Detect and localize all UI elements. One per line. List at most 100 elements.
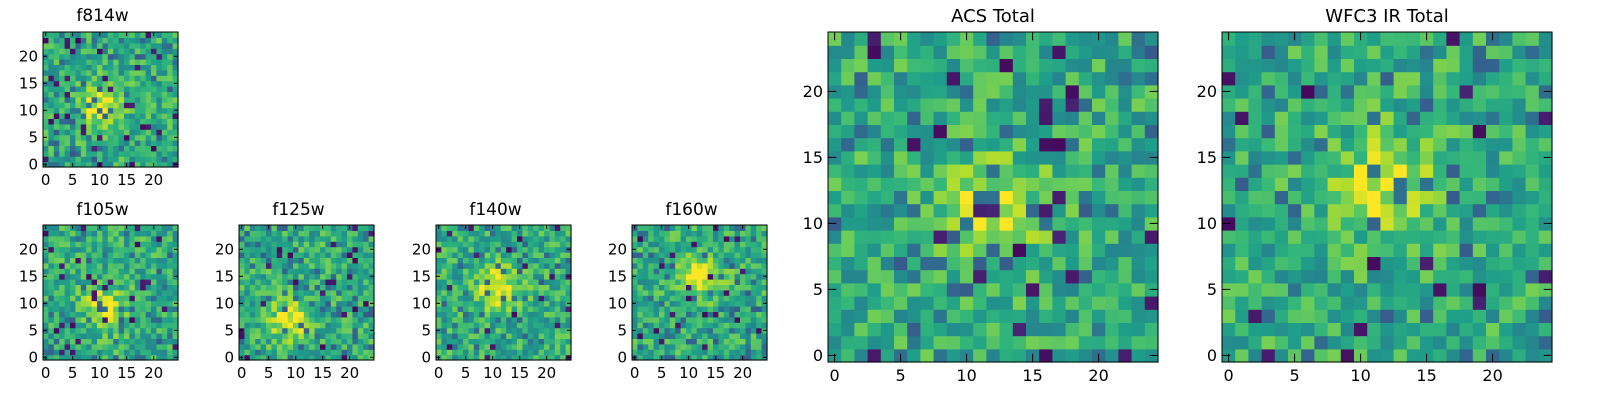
heatmap-cell — [734, 354, 741, 361]
heatmap-cell — [1499, 45, 1513, 59]
heatmap-cell — [260, 273, 267, 280]
heatmap-cell — [161, 235, 168, 242]
heatmap-cell — [960, 137, 974, 152]
heatmap-cell — [1039, 164, 1053, 178]
heatmap-cell — [675, 300, 682, 307]
heatmap-cell — [1222, 230, 1236, 244]
heatmap-cell — [293, 241, 299, 248]
heatmap-cell — [347, 311, 353, 318]
heatmap-cell — [53, 59, 60, 65]
heatmap-cell — [97, 156, 103, 163]
heatmap-cell — [97, 48, 103, 55]
heatmap-cell — [1248, 190, 1263, 205]
heatmap-cell — [1420, 203, 1434, 218]
heatmap-cell — [1525, 230, 1540, 244]
heatmap-cell — [336, 349, 343, 356]
heatmap-cell — [161, 262, 168, 269]
heatmap-cell — [946, 58, 961, 73]
heatmap-cell — [64, 75, 71, 82]
heatmap-cell — [880, 71, 895, 86]
heatmap-cell — [500, 316, 507, 323]
heatmap-cell — [48, 230, 55, 237]
heatmap-cell — [867, 45, 882, 59]
heatmap-cell — [686, 316, 692, 323]
heatmap-cell — [53, 53, 60, 60]
heatmap-cell — [352, 343, 359, 350]
heatmap-cell — [1512, 177, 1527, 191]
heatmap-cell — [167, 327, 174, 334]
heatmap-cell — [740, 230, 746, 237]
heatmap-cell — [357, 349, 364, 356]
heatmap-cell — [1472, 348, 1487, 363]
heatmap-cell — [894, 150, 908, 165]
heatmap-cell — [702, 333, 709, 339]
heatmap-cell — [452, 252, 459, 258]
heatmap-cell — [642, 268, 649, 275]
heatmap-cell — [506, 338, 513, 345]
heatmap-cell — [484, 230, 491, 237]
heatmap-cell — [1446, 84, 1461, 99]
heatmap-cell — [368, 343, 375, 350]
heatmap-cell — [249, 295, 256, 302]
heatmap-cell — [75, 107, 82, 114]
heatmap-cell — [293, 257, 299, 264]
heatmap-cell — [357, 311, 364, 318]
heatmap-cell — [637, 225, 644, 231]
heatmap-cell — [156, 327, 163, 334]
heatmap-cell — [675, 268, 682, 275]
heatmap-cell — [637, 322, 644, 329]
heatmap-cell — [894, 71, 908, 86]
heatmap-cell — [664, 241, 671, 248]
heatmap-cell — [696, 295, 703, 302]
heatmap-cell — [522, 235, 529, 242]
heatmap-cell — [363, 338, 370, 345]
heatmap-cell — [718, 333, 725, 339]
heatmap-cell — [91, 80, 98, 87]
heatmap-cell — [517, 252, 523, 258]
heatmap-cell — [680, 225, 687, 231]
heatmap-cell — [140, 322, 147, 329]
heatmap-cell — [249, 284, 256, 291]
heatmap-cell — [314, 349, 321, 356]
heatmap-cell — [287, 327, 294, 334]
heatmap-cell — [167, 161, 174, 168]
heatmap-cell — [745, 225, 752, 231]
heatmap-cell — [59, 257, 66, 264]
heatmap-cell — [745, 241, 752, 248]
heatmap-cell — [1039, 124, 1053, 139]
heatmap-cell — [691, 268, 698, 275]
heatmap-cell — [107, 107, 114, 114]
heatmap-cell — [1131, 216, 1146, 231]
heatmap-cell — [91, 32, 98, 38]
x-tick-label: 5 — [657, 364, 667, 382]
heatmap-cell — [124, 64, 130, 71]
heatmap-cell — [538, 295, 545, 302]
heatmap-cell — [260, 316, 267, 323]
heatmap-cell — [828, 58, 842, 73]
heatmap-cell — [1446, 256, 1461, 271]
heatmap-cell — [490, 262, 496, 269]
heatmap-cell — [473, 230, 480, 237]
heatmap-cell — [129, 102, 136, 109]
heatmap-cell — [750, 235, 757, 242]
heatmap-cell — [1420, 216, 1434, 231]
heatmap-cell — [1026, 309, 1040, 323]
heatmap-cell — [560, 268, 567, 275]
heatmap-cell — [1105, 58, 1119, 73]
heatmap-cell — [468, 252, 475, 258]
heatmap-cell — [554, 268, 561, 275]
heatmap-cell — [973, 84, 987, 99]
heatmap-cell — [484, 327, 491, 334]
y-tick-label: 5 — [28, 129, 38, 147]
heatmap-cell — [1446, 164, 1461, 178]
heatmap-cell — [723, 327, 730, 334]
heatmap-cell — [249, 273, 256, 280]
heatmap-cell — [167, 354, 174, 361]
heatmap-cell — [53, 134, 60, 141]
heatmap-cell — [118, 80, 125, 87]
heatmap-cell — [102, 246, 109, 253]
heatmap-cell — [1486, 124, 1500, 139]
heatmap-cell — [473, 333, 480, 339]
heatmap-cell — [1406, 137, 1421, 152]
heatmap-cell — [734, 322, 741, 329]
